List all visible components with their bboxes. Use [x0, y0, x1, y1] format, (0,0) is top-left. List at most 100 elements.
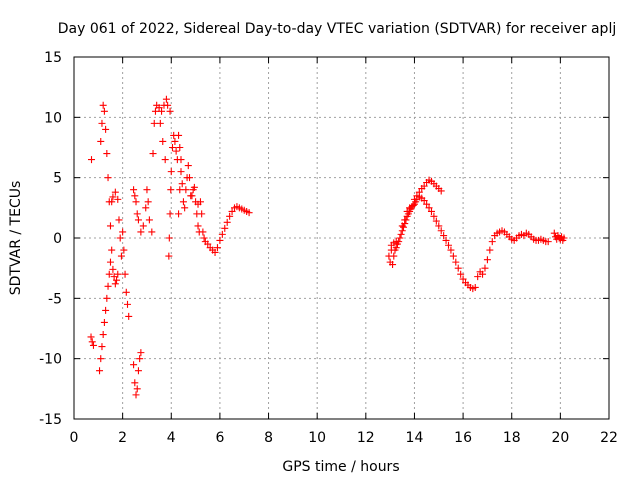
data-point: [420, 182, 428, 190]
y-axis-label: SDTVAR / TECUs: [8, 181, 24, 296]
y-tick-label: 5: [53, 171, 62, 187]
data-point: [390, 252, 398, 260]
data-point: [109, 265, 117, 273]
data-point: [479, 270, 487, 278]
data-point: [403, 207, 411, 215]
data-point: [544, 238, 552, 246]
data-point: [165, 234, 173, 242]
x-tick-label: 20: [551, 430, 569, 446]
data-point: [226, 212, 234, 220]
data-point: [420, 197, 428, 205]
x-tick-label: 12: [357, 430, 375, 446]
data-point: [175, 131, 183, 139]
data-point: [98, 119, 106, 127]
data-point: [97, 137, 105, 145]
data-point: [216, 236, 224, 244]
data-point: [124, 300, 131, 308]
y-tick-label: 15: [44, 50, 62, 66]
data-point: [143, 186, 151, 194]
data-point: [144, 198, 152, 206]
data-point: [88, 156, 96, 164]
x-tick-label: 4: [167, 430, 176, 446]
data-point: [228, 207, 236, 215]
data-point: [134, 367, 142, 375]
data-point: [213, 244, 221, 252]
data-point: [137, 228, 145, 236]
data-point: [471, 283, 479, 291]
data-point: [437, 227, 445, 235]
data-point: [120, 246, 128, 254]
data-point: [114, 195, 122, 203]
data-point: [111, 188, 119, 196]
data-point: [150, 119, 158, 127]
data-point: [401, 216, 409, 224]
data-point: [130, 361, 138, 369]
data-point: [119, 228, 127, 236]
data-point: [194, 222, 202, 230]
data-point: [560, 234, 568, 242]
data-point: [449, 252, 457, 260]
data-point: [164, 101, 172, 109]
data-point: [179, 198, 187, 206]
data-point: [108, 246, 116, 254]
y-tick-label: -5: [48, 291, 62, 307]
data-point: [400, 223, 408, 231]
data-point: [102, 306, 110, 314]
data-point: [162, 95, 170, 103]
data-series: [87, 95, 568, 399]
data-point: [159, 137, 167, 145]
data-point: [109, 193, 117, 201]
data-point: [156, 119, 164, 127]
x-axis-label: GPS time / hours: [282, 459, 399, 475]
data-point: [161, 156, 169, 164]
data-point: [172, 147, 180, 155]
data-point: [133, 210, 141, 218]
x-tick-label: 22: [600, 430, 618, 446]
data-point: [178, 180, 186, 188]
data-point: [148, 228, 156, 236]
data-point: [410, 195, 418, 203]
data-point: [121, 270, 129, 278]
data-point: [88, 338, 96, 346]
data-point: [131, 379, 139, 387]
data-point: [437, 187, 445, 195]
data-point: [155, 104, 163, 112]
data-point: [96, 367, 104, 375]
x-tick-label: 16: [454, 430, 472, 446]
data-point: [440, 232, 448, 240]
data-point: [184, 162, 192, 170]
data-point: [245, 209, 253, 217]
data-point: [432, 217, 440, 225]
data-point: [158, 107, 166, 115]
data-point: [132, 198, 140, 206]
data-point: [137, 349, 145, 357]
data-point: [445, 241, 452, 249]
data-point: [105, 270, 113, 278]
y-tick-label: 0: [53, 231, 62, 247]
data-point: [132, 391, 140, 399]
data-point: [175, 210, 183, 218]
data-point: [104, 282, 112, 290]
data-point: [97, 355, 105, 363]
data-point: [165, 252, 173, 260]
x-tick-label: 0: [70, 430, 79, 446]
data-point: [149, 150, 157, 158]
data-point: [483, 256, 491, 264]
data-point: [167, 186, 175, 194]
y-tick-label: -10: [39, 352, 62, 368]
data-point: [199, 228, 207, 236]
data-point: [182, 186, 190, 194]
data-point: [100, 107, 108, 115]
data-point: [181, 204, 189, 212]
data-point: [223, 218, 231, 226]
data-point: [115, 216, 123, 224]
data-point: [176, 186, 184, 194]
data-point: [395, 238, 403, 246]
data-point: [102, 125, 110, 133]
data-point: [398, 222, 406, 230]
data-point: [166, 210, 174, 218]
data-point: [100, 318, 108, 326]
data-point: [396, 234, 404, 242]
data-point: [171, 137, 179, 145]
x-tick-label: 14: [406, 430, 424, 446]
